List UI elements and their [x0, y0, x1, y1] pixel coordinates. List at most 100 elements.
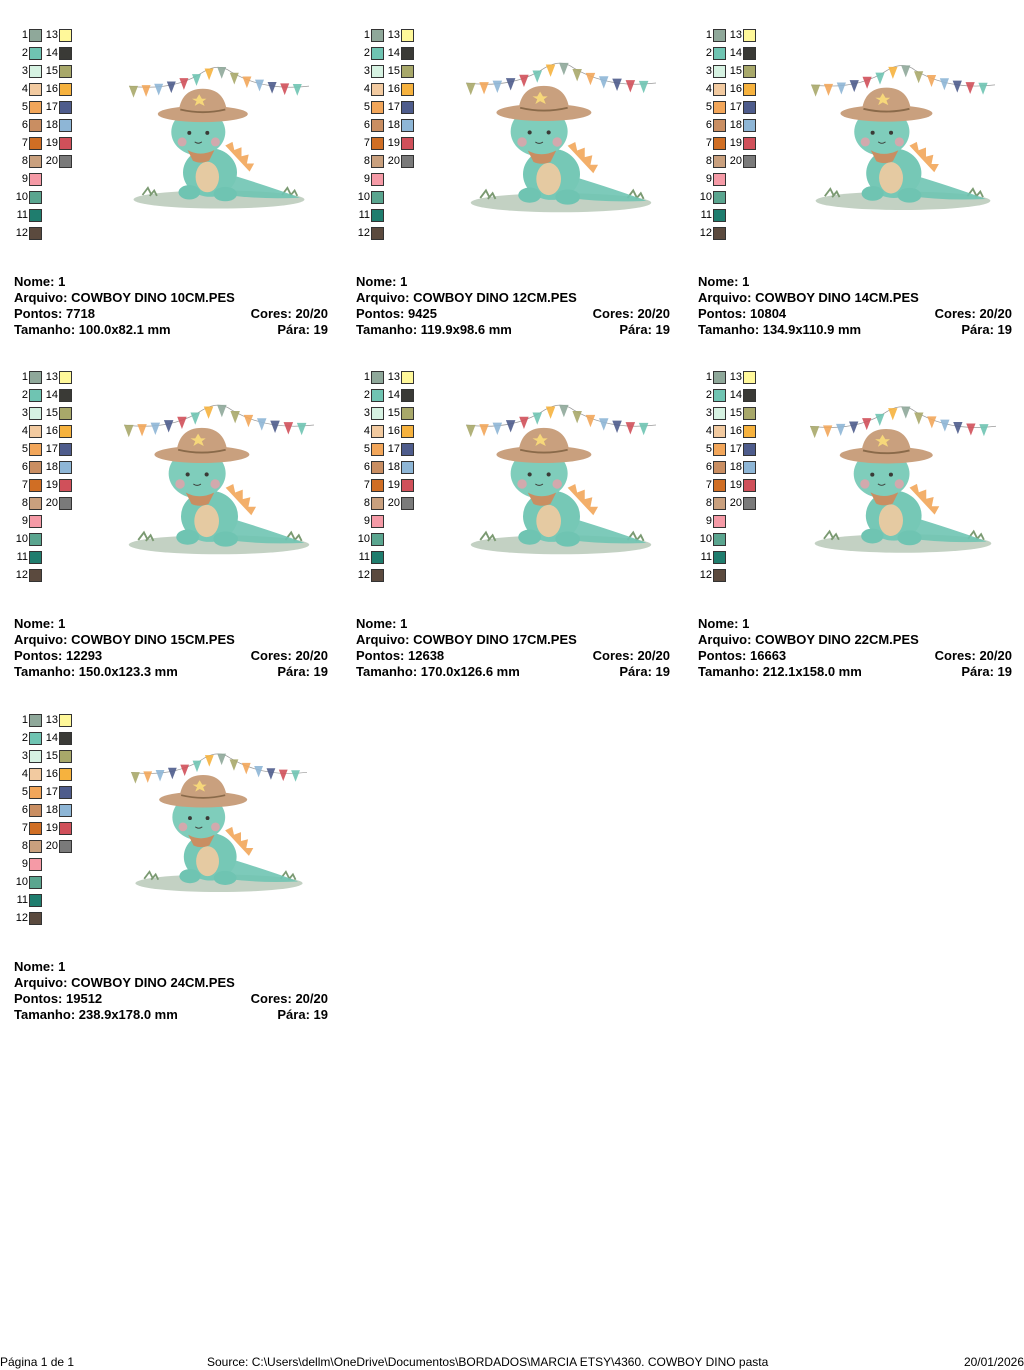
- tamanho-label: Tamanho:: [14, 664, 76, 679]
- arquivo-label: Arquivo:: [14, 290, 68, 305]
- color-swatch: [371, 173, 384, 186]
- palette-number: 9: [705, 515, 712, 527]
- embroidery-preview-image: [456, 398, 666, 568]
- color-swatch: [713, 155, 726, 168]
- palette-number: 12: [15, 227, 28, 239]
- design-card: 1 2 3 4 5 6 7 8 9 10 11 12 13 14 15 16 17 18 19 20 Nome: 1 …: [14, 28, 334, 358]
- nome-line: Nome: 1: [14, 274, 328, 290]
- para-value: 19: [313, 664, 328, 679]
- palette-number: 14: [45, 732, 58, 744]
- pontos-line: Pontos: 7718 Cores: 20/20: [14, 306, 328, 322]
- palette-number: 13: [387, 29, 400, 41]
- palette-number: 16: [45, 768, 58, 780]
- tamanho-label: Tamanho:: [356, 322, 418, 337]
- palette-number: 12: [357, 569, 370, 581]
- color-swatch: [29, 173, 42, 186]
- palette-number: 2: [21, 732, 28, 744]
- design-card: 1 2 3 4 5 6 7 8 9 10 11 12 13 14 15 16 17 18 19 20 Nome: 1 …: [356, 28, 676, 358]
- pontos-value: 7718: [66, 306, 95, 321]
- color-swatch: [29, 804, 42, 817]
- palette-number: 9: [21, 515, 28, 527]
- color-swatch: [29, 407, 42, 420]
- color-swatch: [371, 479, 384, 492]
- color-swatch: [59, 119, 72, 132]
- nome-line: Nome: 1: [698, 274, 1012, 290]
- para-value: 19: [997, 664, 1012, 679]
- color-swatch: [371, 29, 384, 42]
- palette-number: 19: [45, 479, 58, 491]
- cores-label: Cores:: [934, 648, 976, 663]
- color-swatch: [59, 768, 72, 781]
- palette-number: 4: [363, 425, 370, 437]
- color-swatch: [29, 119, 42, 132]
- embroidery-preview-image: [114, 56, 324, 226]
- palette-number: 3: [705, 65, 712, 77]
- color-swatch: [401, 155, 414, 168]
- arquivo-value: COWBOY DINO 12CM.PES: [413, 290, 577, 305]
- color-swatch: [713, 173, 726, 186]
- color-swatch: [59, 425, 72, 438]
- palette-number: 9: [21, 173, 28, 185]
- nome-value: 1: [58, 959, 66, 974]
- tamanho-line: Tamanho: 238.9x178.0 mm Pára: 19: [14, 1007, 328, 1023]
- color-swatch: [743, 29, 756, 42]
- design-card: 1 2 3 4 5 6 7 8 9 10 11 12 13 14 15 16 17 18 19 20 Nome: 1 …: [698, 370, 1018, 700]
- color-swatch: [371, 515, 384, 528]
- color-swatch: [59, 389, 72, 402]
- arquivo-line: Arquivo: COWBOY DINO 15CM.PES: [14, 632, 328, 648]
- palette-number: 15: [729, 407, 742, 419]
- color-swatch: [29, 461, 42, 474]
- color-swatch: [401, 83, 414, 96]
- palette-number: 5: [21, 101, 28, 113]
- cores-value: 20/20: [295, 648, 328, 663]
- palette-number: 6: [705, 461, 712, 473]
- tamanho-line: Tamanho: 150.0x123.3 mm Pára: 19: [14, 664, 328, 680]
- arquivo-value: COWBOY DINO 24CM.PES: [71, 975, 235, 990]
- palette-number: 18: [45, 804, 58, 816]
- color-swatch: [743, 101, 756, 114]
- palette-number: 12: [699, 569, 712, 581]
- palette-number: 17: [45, 443, 58, 455]
- pontos-label: Pontos:: [698, 306, 747, 321]
- palette-number: 9: [363, 173, 370, 185]
- pontos-label: Pontos:: [14, 991, 63, 1006]
- color-swatch: [29, 65, 42, 78]
- color-swatch: [29, 155, 42, 168]
- color-swatch: [743, 137, 756, 150]
- cores-value: 20/20: [979, 648, 1012, 663]
- color-swatch: [371, 227, 384, 240]
- color-swatch: [29, 569, 42, 582]
- pontos-line: Pontos: 12638 Cores: 20/20: [356, 648, 670, 664]
- palette-number: 1: [363, 371, 370, 383]
- tamanho-value: 238.9x178.0 mm: [78, 1007, 178, 1022]
- color-swatch: [401, 119, 414, 132]
- arquivo-value: COWBOY DINO 14CM.PES: [755, 290, 919, 305]
- color-swatch: [29, 497, 42, 510]
- cores-field: Cores: 20/20: [251, 306, 328, 322]
- color-swatch: [401, 65, 414, 78]
- palette-number: 1: [705, 371, 712, 383]
- palette-number: 3: [705, 407, 712, 419]
- color-swatch: [713, 515, 726, 528]
- palette-number: 5: [363, 443, 370, 455]
- palette-number: 16: [729, 83, 742, 95]
- design-card: 1 2 3 4 5 6 7 8 9 10 11 12 13 14 15 16 17 18 19 20 Nome: 1 …: [356, 370, 676, 700]
- color-swatch: [29, 533, 42, 546]
- color-swatch: [29, 389, 42, 402]
- para-field: Pára: 19: [961, 664, 1012, 680]
- palette-number: 18: [387, 119, 400, 131]
- palette-number: 5: [705, 101, 712, 113]
- color-swatch: [29, 912, 42, 925]
- pontos-value: 12638: [408, 648, 445, 663]
- color-swatch: [743, 119, 756, 132]
- color-swatch: [371, 155, 384, 168]
- color-swatch: [59, 371, 72, 384]
- palette-number: 1: [21, 371, 28, 383]
- palette-number: 1: [21, 714, 28, 726]
- color-swatch: [713, 497, 726, 510]
- palette-number: 7: [705, 479, 712, 491]
- palette-number: 5: [363, 101, 370, 113]
- arquivo-label: Arquivo:: [698, 290, 752, 305]
- color-swatch: [743, 425, 756, 438]
- arquivo-label: Arquivo:: [14, 632, 68, 647]
